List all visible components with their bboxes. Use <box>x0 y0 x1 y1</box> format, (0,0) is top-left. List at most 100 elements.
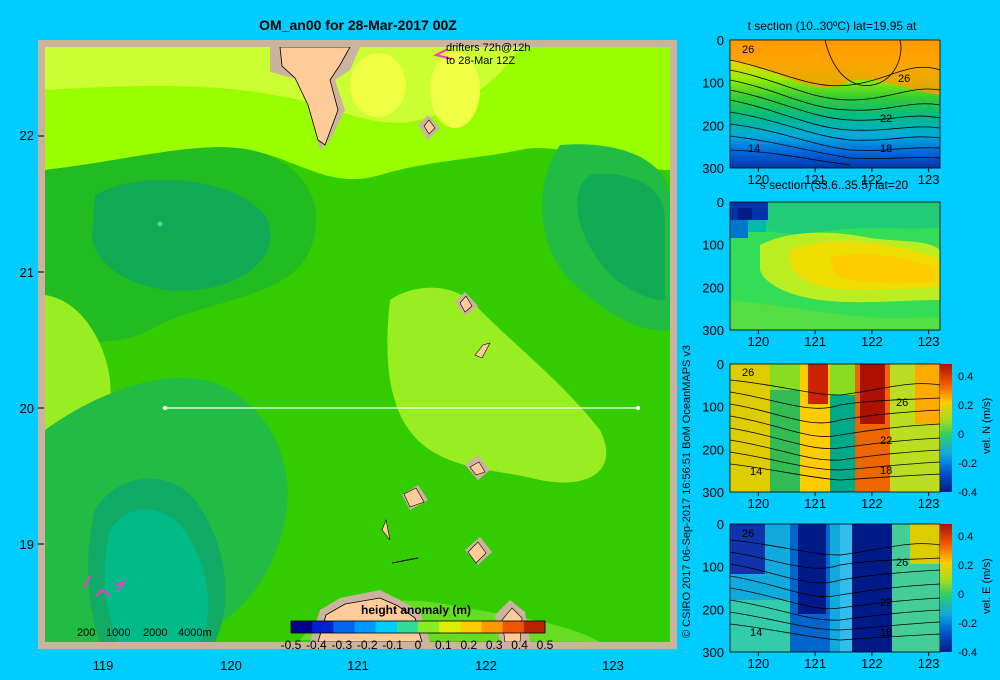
contour-label: 26 <box>898 73 910 85</box>
contour-label: 18 <box>880 143 892 155</box>
map-y-tick: 20 <box>20 401 34 416</box>
colorbar-cell <box>502 621 525 633</box>
depth-legend-1000: 1000 <box>106 627 130 639</box>
panel-y-tick: 300 <box>702 323 724 338</box>
panel-x-tick: 120 <box>748 496 770 511</box>
panel-x-tick: 122 <box>861 334 883 349</box>
panel-y-tick: 200 <box>702 118 724 133</box>
main-title: OM_an00 for 28-Mar-2017 00Z <box>259 17 457 33</box>
panel-x-tick: 120 <box>748 172 770 187</box>
panel-x-tick: 122 <box>861 172 883 187</box>
panel-y-tick: 100 <box>702 400 724 415</box>
panel-x-tick: 121 <box>804 496 826 511</box>
map-x-axis: 119 120 121 122 123 <box>93 658 624 673</box>
vel-colorbar-tick: 0.2 <box>958 560 973 572</box>
panel-x-tick: 121 <box>804 172 826 187</box>
depth-legend-4000: 4000m <box>178 627 212 639</box>
vel-colorbar-tick: -0.4 <box>958 487 977 499</box>
panel-title-salinity: s section (33.6..35.5) lat=20 <box>760 178 909 192</box>
credit-text: © CSIRO 2017 06-Sep-2017 16:56:51 BoM Oc… <box>681 345 693 638</box>
drifters-label-line1: drifters 72h@12h <box>446 42 531 54</box>
vel-colorbar-tick: -0.2 <box>958 618 977 630</box>
colorbar-tick: 0.4 <box>511 638 528 652</box>
panel-y-tick: 300 <box>702 161 724 176</box>
panel-y-tick: 100 <box>702 238 724 253</box>
panel-y-tick: 0 <box>717 517 724 532</box>
vel-colorbar-tick: 0.4 <box>958 531 973 543</box>
panel-y-tick: 200 <box>702 442 724 457</box>
map-y-tick: 19 <box>20 537 34 552</box>
panel-y-tick: 100 <box>702 76 724 91</box>
depth-legend-2000: 2000 <box>143 627 167 639</box>
colorbar-cell <box>418 621 440 633</box>
colorbar-cell <box>354 621 377 633</box>
contour-label: 22 <box>880 435 892 447</box>
map-x-tick: 121 <box>347 658 369 673</box>
panel-y-tick: 0 <box>717 33 724 48</box>
colorbar-tick: 0.3 <box>486 638 503 652</box>
depth-legend-200: 200 <box>77 627 95 639</box>
depth-legend: 200 1000 2000 4000m <box>77 627 212 639</box>
contour-label: 14 <box>750 466 762 478</box>
contour-label: 26 <box>896 397 908 409</box>
map-x-tick: 120 <box>220 658 242 673</box>
main-map: OM_an00 for 28-Mar-2017 00Z <box>20 17 677 673</box>
vel-colorbar-tick: 0 <box>958 429 964 441</box>
colorbar-cells <box>291 621 546 633</box>
contour-label: 26 <box>742 367 754 379</box>
colorbar-cell <box>523 621 546 633</box>
velocity-east-panel: 26 26 22 18 14 <box>729 523 952 653</box>
drifters-label-line2: to 28-Mar 12Z <box>446 55 515 67</box>
contour-label: 14 <box>748 143 760 155</box>
panel-x-tick: 123 <box>918 656 940 671</box>
contour-label: 26 <box>896 557 908 569</box>
map-field <box>45 47 670 642</box>
colorbar-tick: -0.3 <box>331 638 352 652</box>
vel-e-label: vel. E (m/s) <box>981 558 993 614</box>
contour-label: 26 <box>742 44 754 56</box>
colorbar-cell <box>312 621 334 633</box>
drifter-tracks <box>83 48 453 597</box>
velocity-north-panel: 26 26 22 18 14 <box>729 363 952 493</box>
height-colorbar: height anomaly (m) -0.5 -0.4 -0.3 -0.2 -… <box>281 603 554 652</box>
map-y-tick: 22 <box>20 128 34 143</box>
vel-colorbar-tick: -0.4 <box>958 647 977 659</box>
colorbar-cell <box>396 621 419 633</box>
panel-x-tick: 123 <box>918 496 940 511</box>
colorbar-cell <box>460 621 482 633</box>
panel-x-tick: 120 <box>748 656 770 671</box>
panel-y-tick: 100 <box>702 560 724 575</box>
contour-label: 22 <box>880 597 892 609</box>
colorbar-tick: -0.2 <box>357 638 378 652</box>
vel-n-colorbar <box>940 364 952 492</box>
colorbar-tick: -0.4 <box>306 638 327 652</box>
temperature-section-panel: t section (10..30ºC) lat=19.95 at 26 26 … <box>729 19 941 169</box>
colorbar-tick: 0 <box>415 638 422 652</box>
panel-x-tick: 123 <box>918 172 940 187</box>
panel-y-tick: 200 <box>702 602 724 617</box>
colorbar-ticks: -0.5 -0.4 -0.3 -0.2 -0.1 0 0.1 0.2 0.3 0… <box>281 638 554 652</box>
colorbar-tick: 0.5 <box>537 638 554 652</box>
panel-y-tick: 300 <box>702 485 724 500</box>
contour-label: 22 <box>880 113 892 125</box>
velocity-colorbar-labels: 0.4 0.2 0 -0.2 -0.4 0.4 0.2 0 -0.2 -0.4 <box>958 371 977 659</box>
colorbar-tick: 0.2 <box>460 638 477 652</box>
colorbar-cell <box>333 621 355 633</box>
panel-y-tick: 0 <box>717 195 724 210</box>
colorbar-title: height anomaly (m) <box>361 603 471 617</box>
salinity-section-panel: s section (33.6..35.5) lat=20 <box>729 178 941 331</box>
map-x-tick: 123 <box>602 658 624 673</box>
panel-title-temperature: t section (10..30ºC) lat=19.95 at <box>748 19 917 33</box>
panel-y-tick: 200 <box>702 280 724 295</box>
vel-e-colorbar <box>940 524 952 652</box>
map-x-tick: 122 <box>475 658 497 673</box>
map-y-tick: 21 <box>20 265 34 280</box>
section-line <box>163 406 640 410</box>
colorbar-tick: -0.1 <box>382 638 403 652</box>
contour-label: 18 <box>880 627 892 639</box>
vel-colorbar-tick: 0.4 <box>958 371 973 383</box>
panel-x-tick: 122 <box>861 496 883 511</box>
colorbar-tick: -0.5 <box>281 638 302 652</box>
panel-x-tick: 123 <box>918 334 940 349</box>
